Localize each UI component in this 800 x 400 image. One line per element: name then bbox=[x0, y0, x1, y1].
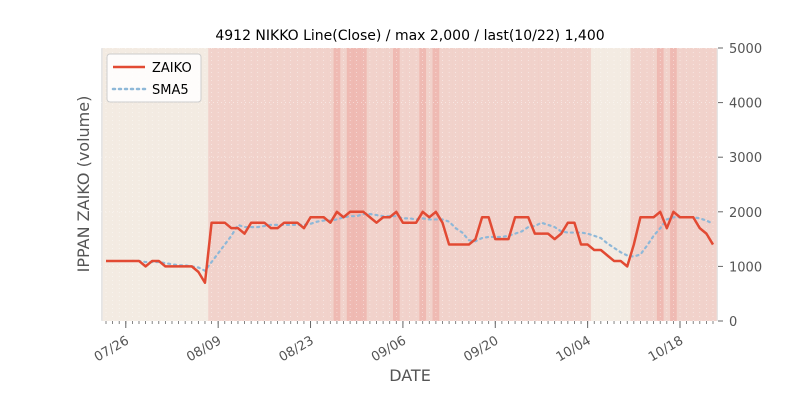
y-axis-title: IPPAN ZAIKO (volume) bbox=[74, 96, 93, 273]
y-tick-label-3: 3000 bbox=[729, 151, 762, 166]
gridlines bbox=[101, 47, 718, 322]
y-tick-label-4: 4000 bbox=[729, 97, 762, 112]
x-tick-label-5: 10/04 bbox=[554, 333, 594, 365]
legend-label-zaiko: ZAIKO bbox=[152, 61, 192, 76]
y-tick-label-2: 2000 bbox=[729, 206, 762, 221]
x-tick-label-6: 10/18 bbox=[646, 333, 686, 365]
series-lines bbox=[106, 210, 715, 285]
chart-title: 4912 NIKKO Line(Close) / max 2,000 / las… bbox=[215, 28, 604, 44]
x-axis-title: DATE bbox=[389, 366, 431, 385]
y-tick-label-0: 0 bbox=[729, 315, 737, 330]
series-line-zaiko bbox=[106, 210, 715, 285]
x-tick-label-1: 08/09 bbox=[184, 333, 224, 365]
legend-label-sma5: SMA5 bbox=[152, 83, 189, 98]
y-tick-label-5: 5000 bbox=[729, 42, 762, 57]
x-tick-label-0: 07/26 bbox=[92, 333, 132, 365]
x-tick-label-2: 08/23 bbox=[277, 333, 317, 365]
x-tick-label-3: 09/06 bbox=[369, 333, 409, 365]
y-tick-label-1: 1000 bbox=[729, 260, 762, 275]
series-line-sma5 bbox=[131, 212, 715, 273]
legend: ZAIKO SMA5 bbox=[106, 53, 202, 103]
x-tick-label-4: 09/20 bbox=[461, 333, 501, 365]
